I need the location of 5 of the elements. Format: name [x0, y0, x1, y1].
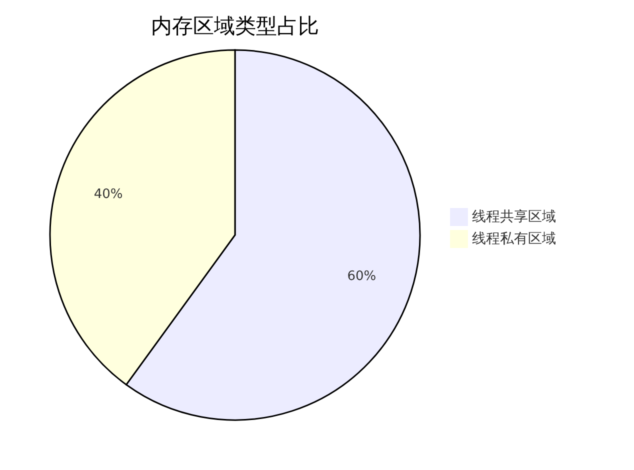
data-label: 60% — [347, 269, 376, 284]
data-label: 40% — [94, 186, 123, 202]
legend-label: 线程共享区域 — [472, 209, 556, 225]
chart-title: 内存区域类型占比 — [151, 14, 319, 38]
legend-label: 线程私有区域 — [472, 231, 556, 247]
